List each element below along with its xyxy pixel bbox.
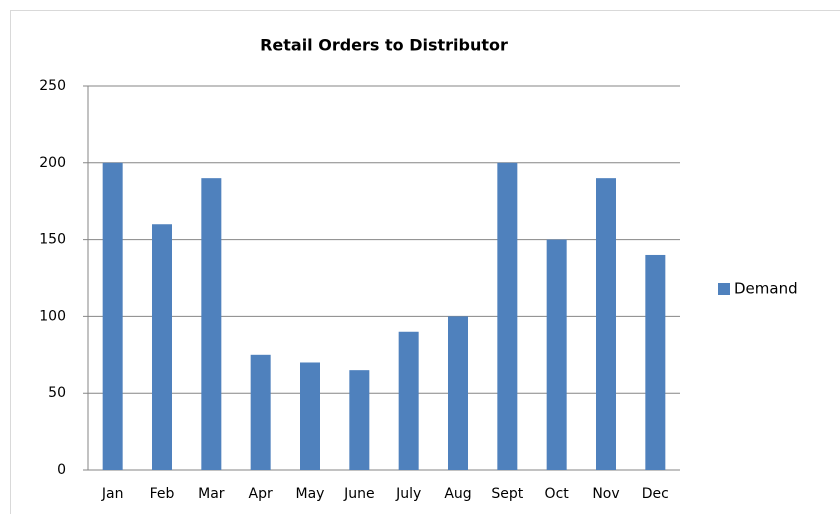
x-tick-label: Nov (592, 486, 619, 502)
bar (349, 370, 370, 470)
y-tick-label: 50 (48, 385, 66, 401)
x-tick-label: Sept (491, 486, 523, 502)
bar (448, 316, 468, 470)
bar (201, 178, 222, 470)
y-tick-label: 100 (39, 308, 66, 324)
x-tick-label: Feb (150, 486, 175, 502)
bar (596, 178, 616, 470)
x-tick-label: Apr (249, 486, 273, 502)
bar (102, 162, 123, 471)
legend-swatch (718, 283, 730, 295)
bar (546, 239, 567, 470)
x-tick-label: Mar (198, 486, 225, 502)
y-tick-label: 150 (39, 232, 66, 248)
bar (497, 162, 518, 471)
chart-frame (10, 10, 840, 514)
chart-title: Retail Orders to Distributor (260, 36, 508, 55)
x-tick-label: July (395, 486, 421, 502)
bar (250, 354, 271, 470)
y-tick-label: 200 (39, 155, 66, 171)
bar (152, 224, 172, 470)
x-tick-label: Dec (642, 486, 669, 502)
x-tick-label: Jan (101, 486, 124, 502)
y-tick-label: 250 (39, 78, 66, 94)
x-tick-label: June (343, 486, 375, 502)
y-tick-label: 0 (57, 462, 66, 478)
bar (398, 331, 419, 470)
legend-label: Demand (734, 280, 798, 298)
bar (645, 254, 666, 470)
bar (300, 362, 320, 470)
x-tick-label: Oct (545, 486, 570, 502)
x-tick-label: Aug (444, 486, 471, 502)
x-tick-label: May (296, 486, 325, 502)
